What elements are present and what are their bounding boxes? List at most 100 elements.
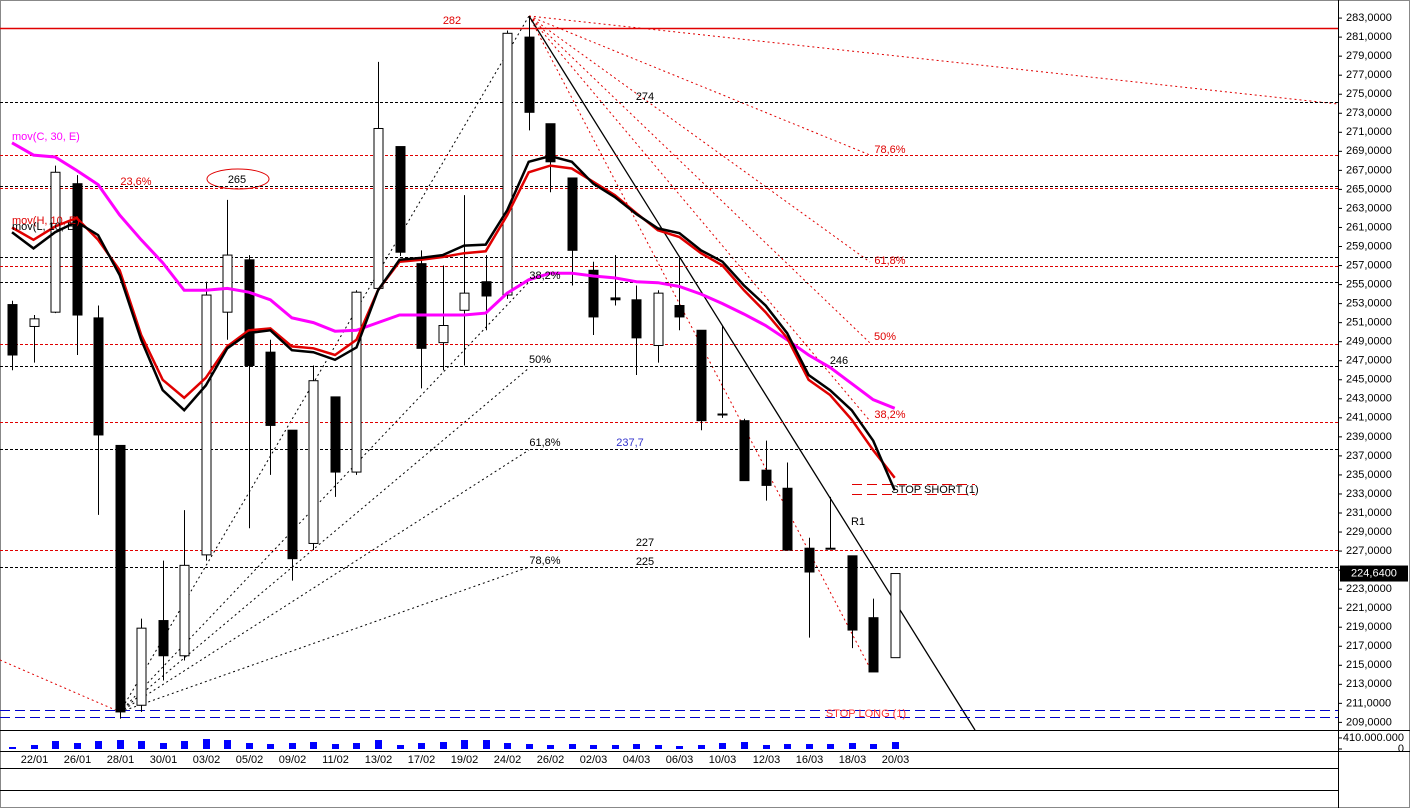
candle-body: [72, 183, 83, 316]
x-tick-label: 06/03: [666, 754, 694, 766]
x-tick-label: 12/03: [753, 754, 781, 766]
y-tick-label: 223,0000: [1346, 583, 1392, 595]
volume-bar: [547, 745, 554, 749]
candle-body: [868, 617, 879, 673]
candle-body: [739, 420, 750, 482]
volume-bar: [870, 744, 877, 749]
x-tick-label: 19/02: [451, 754, 479, 766]
fan-line: [119, 367, 530, 713]
volume-bar: [353, 743, 360, 749]
y-tick-label: 255,0000: [1346, 278, 1392, 290]
annotation: 78,6%: [529, 555, 560, 567]
x-tick-label: 26/01: [64, 754, 92, 766]
candle-body: [29, 318, 40, 327]
candle-body: [588, 269, 599, 318]
candle-body: [308, 380, 319, 544]
y-tick-label: 265,0000: [1346, 183, 1392, 195]
legend-label: mov(L, 10, E): [12, 221, 78, 233]
candle-body: [265, 351, 276, 426]
volume-bar: [181, 741, 188, 749]
y-tick-label: 271,0000: [1346, 126, 1392, 138]
y-tick-label: 211,0000: [1346, 697, 1391, 709]
fan-line: [119, 281, 530, 713]
candle-body: [244, 259, 255, 366]
volume-bar: [95, 741, 102, 749]
volume-bar: [74, 743, 81, 749]
y-tick-label: 279,0000: [1346, 50, 1392, 62]
candle-body: [717, 413, 728, 416]
y-tick-label: 257,0000: [1346, 259, 1392, 271]
x-tick-label: 24/02: [494, 754, 522, 766]
x-tick-label: 02/03: [580, 754, 608, 766]
trend-line: [0, 659, 121, 713]
volume-bar: [375, 740, 382, 749]
volume-bar: [117, 740, 124, 749]
candle-body: [481, 281, 492, 297]
y-tick-label: 247,0000: [1346, 355, 1392, 367]
y-tick-label: 221,0000: [1346, 602, 1392, 614]
price-marker: [1340, 565, 1408, 582]
annotation: 61,8%: [874, 255, 905, 267]
volume-bar: [138, 741, 145, 749]
volume-bar: [440, 742, 447, 749]
moving-average-line: [11, 141, 896, 410]
y-tick-label: 217,0000: [1346, 640, 1392, 652]
volume-bar: [310, 742, 317, 749]
x-tick-label: 05/02: [236, 754, 264, 766]
y-tick-label: 253,0000: [1346, 298, 1392, 310]
candle-body: [610, 297, 621, 301]
moving-average-line: [11, 154, 896, 491]
candle-body: [50, 171, 61, 313]
volume-bar: [160, 743, 167, 749]
candle-body: [804, 547, 815, 573]
volume-bar: [526, 744, 533, 749]
candle-body: [395, 146, 406, 253]
fan-line: [528, 15, 871, 156]
y-tick-label: 239,0000: [1346, 431, 1392, 443]
annotation: R1: [851, 516, 865, 528]
fan-line: [528, 15, 871, 422]
candle-body: [438, 325, 449, 344]
annotation: 237,7: [616, 437, 644, 449]
annotation: 61,8%: [529, 437, 560, 449]
volume-bar: [763, 745, 770, 749]
candle-body: [416, 263, 427, 349]
y-tick-label: 267,0000: [1346, 164, 1392, 176]
candle-body: [653, 292, 664, 346]
candle-body: [373, 127, 384, 289]
volume-bar: [590, 745, 597, 749]
x-tick-label: 09/02: [279, 754, 307, 766]
annotation: STOP SHORT (1): [891, 484, 978, 496]
fan-line: [119, 566, 530, 713]
candle-body: [674, 305, 685, 318]
volume-tick-label: 0: [1398, 743, 1404, 755]
candle-body: [825, 547, 836, 550]
volume-bar: [741, 742, 748, 749]
y-tick-label: 227,0000: [1346, 545, 1392, 557]
candle-body: [330, 396, 341, 473]
candle-body: [502, 32, 513, 296]
x-tick-label: 30/01: [150, 754, 178, 766]
candle-body: [459, 292, 470, 311]
x-tick-label: 03/02: [193, 754, 221, 766]
volume-bar: [504, 743, 511, 749]
volume-bar: [784, 744, 791, 749]
volume-bar: [676, 746, 683, 749]
annotation: STOP LONG (1): [826, 708, 906, 720]
volume-bar: [224, 740, 231, 749]
candle-body: [567, 177, 578, 251]
x-tick-label: 28/01: [107, 754, 135, 766]
candle-body: [287, 429, 298, 560]
y-tick-label: 263,0000: [1346, 202, 1392, 214]
annotation: 38,2%: [529, 270, 560, 282]
volume-tick-label: 410.000.000: [1343, 732, 1404, 744]
legend-label: mov(C, 30, E): [12, 131, 80, 143]
y-tick-label: 235,0000: [1346, 469, 1392, 481]
candle-body: [847, 555, 858, 631]
annotation: 78,6%: [874, 144, 905, 156]
y-tick-label: 283,0000: [1346, 12, 1392, 24]
annotation: 265: [228, 174, 246, 186]
price-marker-label: 224,6400: [1351, 567, 1397, 579]
candle-body: [222, 254, 233, 313]
